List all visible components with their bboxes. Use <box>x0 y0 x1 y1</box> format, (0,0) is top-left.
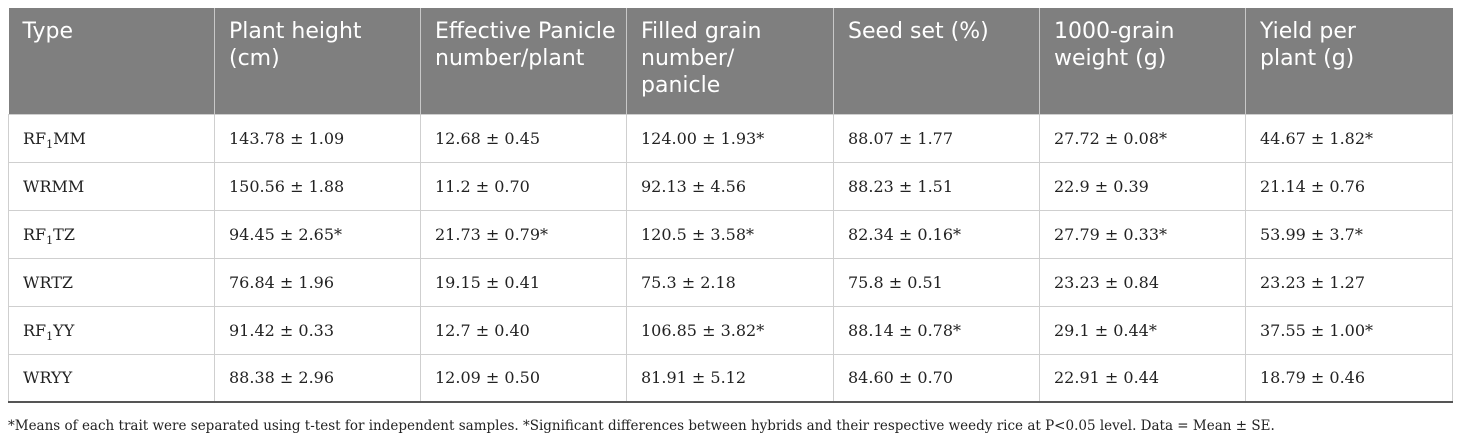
header-filled-grain: Filled grain number/ panicle <box>626 8 834 114</box>
table-row: RF1MM 143.78 ± 1.09 12.68 ± 0.45 124.00 … <box>8 113 1453 163</box>
yield-cell: 23.23 ± 1.27 <box>1245 257 1453 307</box>
yield-cell: 53.99 ± 3.7* <box>1245 209 1453 259</box>
header-seed-set: Seed set (%) <box>833 8 1040 114</box>
type-cell: RF1TZ <box>8 209 215 259</box>
seed-set-cell: 75.8 ± 0.51 <box>833 257 1040 307</box>
table-row: RF1TZ 94.45 ± 2.65* 21.73 ± 0.79* 120.5 … <box>8 209 1453 259</box>
seed-set-cell: 88.23 ± 1.51 <box>833 161 1040 211</box>
grain-weight-cell: 27.72 ± 0.08* <box>1039 113 1246 163</box>
trait-table-container: Type Plant height (cm) Effective Panicle… <box>8 8 1453 403</box>
plant-height-cell: 91.42 ± 0.33 <box>214 305 421 355</box>
header-row: Type Plant height (cm) Effective Panicle… <box>8 8 1453 114</box>
plant-height-cell: 76.84 ± 1.96 <box>214 257 421 307</box>
filled-grain-cell: 81.91 ± 5.12 <box>626 353 834 403</box>
header-type: Type <box>8 8 215 114</box>
panicle-cell: 12.7 ± 0.40 <box>420 305 627 355</box>
yield-cell: 37.55 ± 1.00* <box>1245 305 1453 355</box>
header-effective-panicle: Effective Panicle number/plant <box>420 8 627 114</box>
plant-height-cell: 88.38 ± 2.96 <box>214 353 421 403</box>
type-cell: WRMM <box>8 161 215 211</box>
grain-weight-cell: 27.79 ± 0.33* <box>1039 209 1246 259</box>
type-cell: RF1MM <box>8 113 215 163</box>
panicle-cell: 21.73 ± 0.79* <box>420 209 627 259</box>
grain-weight-cell: 29.1 ± 0.44* <box>1039 305 1246 355</box>
seed-set-cell: 88.14 ± 0.78* <box>833 305 1040 355</box>
panicle-cell: 11.2 ± 0.70 <box>420 161 627 211</box>
type-cell: RF1YY <box>8 305 215 355</box>
table-footnote: *Means of each trait were separated usin… <box>8 418 1275 434</box>
plant-height-cell: 150.56 ± 1.88 <box>214 161 421 211</box>
plant-height-cell: 94.45 ± 2.65* <box>214 209 421 259</box>
filled-grain-cell: 120.5 ± 3.58* <box>626 209 834 259</box>
yield-cell: 44.67 ± 1.82* <box>1245 113 1453 163</box>
header-grain-weight: 1000-grain weight (g) <box>1039 8 1246 114</box>
filled-grain-cell: 92.13 ± 4.56 <box>626 161 834 211</box>
plant-height-cell: 143.78 ± 1.09 <box>214 113 421 163</box>
seed-set-cell: 88.07 ± 1.77 <box>833 113 1040 163</box>
filled-grain-cell: 124.00 ± 1.93* <box>626 113 834 163</box>
panicle-cell: 12.68 ± 0.45 <box>420 113 627 163</box>
table-row: WRTZ 76.84 ± 1.96 19.15 ± 0.41 75.3 ± 2.… <box>8 257 1453 307</box>
trait-table: Type Plant height (cm) Effective Panicle… <box>8 8 1453 403</box>
header-yield: Yield per plant (g) <box>1245 8 1453 114</box>
type-cell: WRYY <box>8 353 215 403</box>
grain-weight-cell: 22.91 ± 0.44 <box>1039 353 1246 403</box>
table-row: WRYY 88.38 ± 2.96 12.09 ± 0.50 81.91 ± 5… <box>8 353 1453 403</box>
type-cell: WRTZ <box>8 257 215 307</box>
panicle-cell: 12.09 ± 0.50 <box>420 353 627 403</box>
header-plant-height: Plant height (cm) <box>214 8 421 114</box>
filled-grain-cell: 75.3 ± 2.18 <box>626 257 834 307</box>
grain-weight-cell: 22.9 ± 0.39 <box>1039 161 1246 211</box>
seed-set-cell: 82.34 ± 0.16* <box>833 209 1040 259</box>
filled-grain-cell: 106.85 ± 3.82* <box>626 305 834 355</box>
table-row: WRMM 150.56 ± 1.88 11.2 ± 0.70 92.13 ± 4… <box>8 161 1453 211</box>
table-row: RF1YY 91.42 ± 0.33 12.7 ± 0.40 106.85 ± … <box>8 305 1453 355</box>
yield-cell: 18.79 ± 0.46 <box>1245 353 1453 403</box>
panicle-cell: 19.15 ± 0.41 <box>420 257 627 307</box>
seed-set-cell: 84.60 ± 0.70 <box>833 353 1040 403</box>
grain-weight-cell: 23.23 ± 0.84 <box>1039 257 1246 307</box>
yield-cell: 21.14 ± 0.76 <box>1245 161 1453 211</box>
